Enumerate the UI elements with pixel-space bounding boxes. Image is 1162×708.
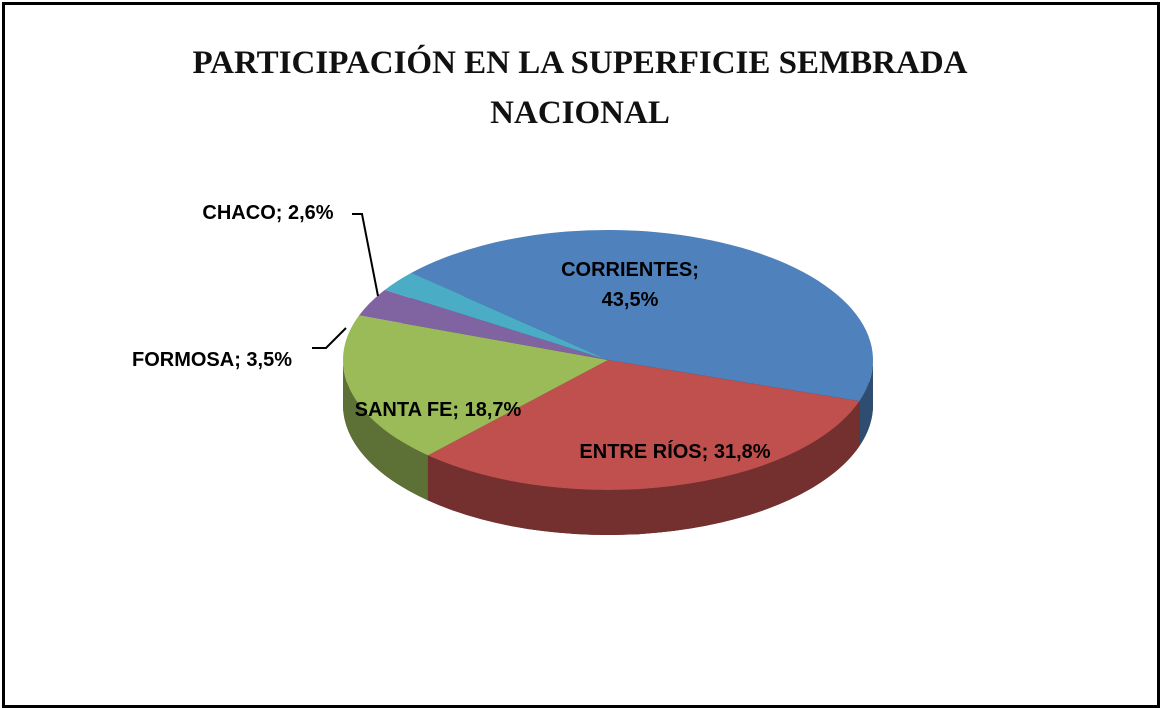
slice: [427, 360, 860, 491]
slice: [384, 273, 608, 360]
chart: [312, 213, 874, 535]
data-label: ENTRE RÍOS; 31,8%: [579, 441, 771, 463]
slice-side: [343, 360, 428, 501]
chart-title: PARTICIPACIÓN EN LA SUPERFICIE SEMBRADA …: [192, 45, 968, 131]
slice: [359, 289, 608, 360]
slice: [411, 230, 873, 402]
leader-line: [352, 213, 379, 297]
slice: [342, 315, 608, 456]
data-label: CHACO; 2,6%: [202, 202, 334, 224]
slice-side: [427, 401, 860, 535]
data-label: CORRIENTES; 43,5%: [561, 259, 699, 311]
leader-line: [312, 327, 347, 349]
data-label: SANTA FE; 18,7%: [354, 399, 522, 421]
slice-side: [859, 360, 873, 447]
data-label: FORMOSA; 3,5%: [131, 349, 293, 371]
